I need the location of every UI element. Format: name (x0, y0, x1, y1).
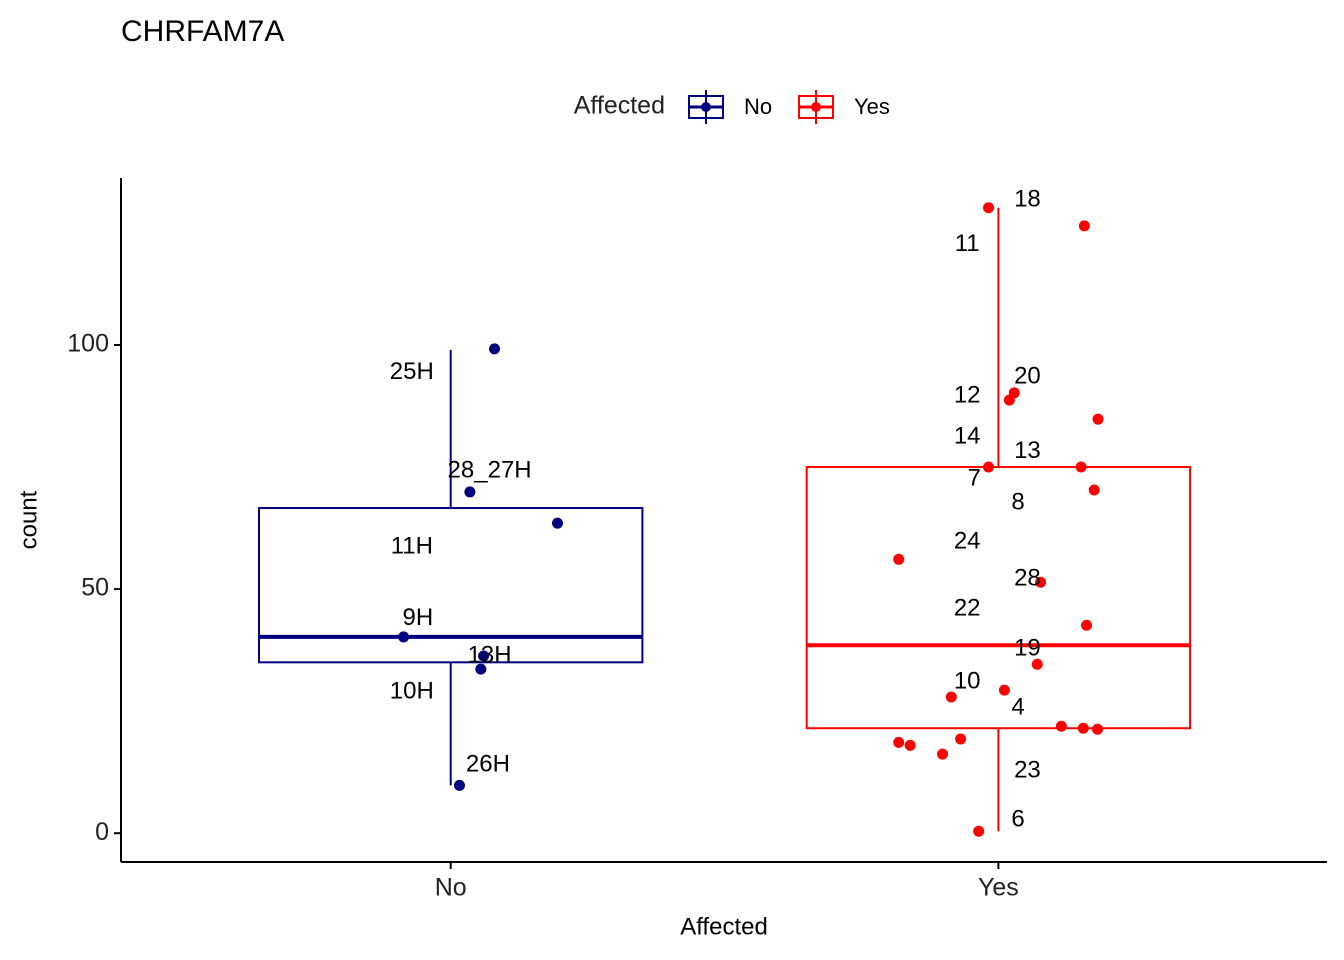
point-label: 7 (968, 465, 981, 492)
point (1081, 619, 1093, 631)
point (1035, 576, 1047, 588)
point (478, 650, 490, 662)
point (1092, 723, 1104, 735)
point-label: 12 (954, 382, 981, 409)
point (893, 736, 905, 748)
point (475, 663, 487, 675)
point (1075, 461, 1087, 473)
y-tick-label: 50 (81, 574, 109, 602)
point-label: 9H (403, 604, 434, 631)
point-label: 13H (468, 641, 512, 668)
point-label: 8 (1011, 489, 1024, 516)
y-axis-title: count (15, 490, 42, 549)
legend-label: No (744, 94, 772, 119)
point (945, 691, 957, 703)
point-label: 24 (954, 528, 981, 555)
point-label: 4 (1011, 694, 1024, 721)
box (258, 507, 644, 664)
point (1055, 720, 1067, 732)
point-label: 22 (954, 594, 981, 621)
point (1031, 658, 1043, 670)
point (1077, 722, 1089, 734)
point-label: 26H (466, 751, 510, 778)
point (464, 486, 476, 498)
legend-key (701, 102, 711, 112)
point-label: 11 (955, 230, 980, 257)
point (1078, 220, 1090, 232)
box (805, 466, 1192, 730)
point-label: 14 (954, 423, 981, 450)
point (489, 343, 501, 355)
point-label: 28_27H (448, 456, 532, 483)
x-tick-label: Yes (978, 874, 1019, 902)
chart-title: CHRFAM7A (121, 15, 284, 48)
point (453, 779, 465, 791)
point-label: 19 (1014, 634, 1041, 661)
point (1088, 484, 1100, 496)
point-label: 25H (390, 358, 434, 385)
point-label: 11H (391, 532, 433, 559)
point (973, 825, 985, 837)
point (998, 684, 1010, 696)
point-label: 28 (1014, 565, 1041, 592)
point (552, 517, 564, 529)
legend-key (811, 102, 821, 112)
point-label: 20 (1014, 363, 1041, 390)
y-tick-label: 0 (95, 818, 109, 846)
x-tick-label: No (435, 874, 467, 902)
legend-label: Yes (854, 94, 890, 119)
point-label: 18 (1014, 185, 1041, 212)
point (893, 553, 905, 565)
legend-title: Affected (574, 92, 665, 120)
point-label: 23 (1014, 757, 1041, 784)
point (983, 461, 995, 473)
x-axis-title: Affected (680, 913, 768, 940)
point (955, 733, 967, 745)
point-label: 10 (954, 668, 981, 695)
point (1092, 413, 1104, 425)
point-label: 6 (1011, 805, 1024, 832)
point (904, 739, 916, 751)
point-label: 13 (1014, 437, 1041, 464)
point (398, 631, 410, 643)
point (1003, 394, 1015, 406)
point (937, 748, 949, 760)
y-tick-label: 100 (67, 330, 109, 358)
point (983, 202, 995, 214)
point-label: 10H (390, 677, 434, 704)
